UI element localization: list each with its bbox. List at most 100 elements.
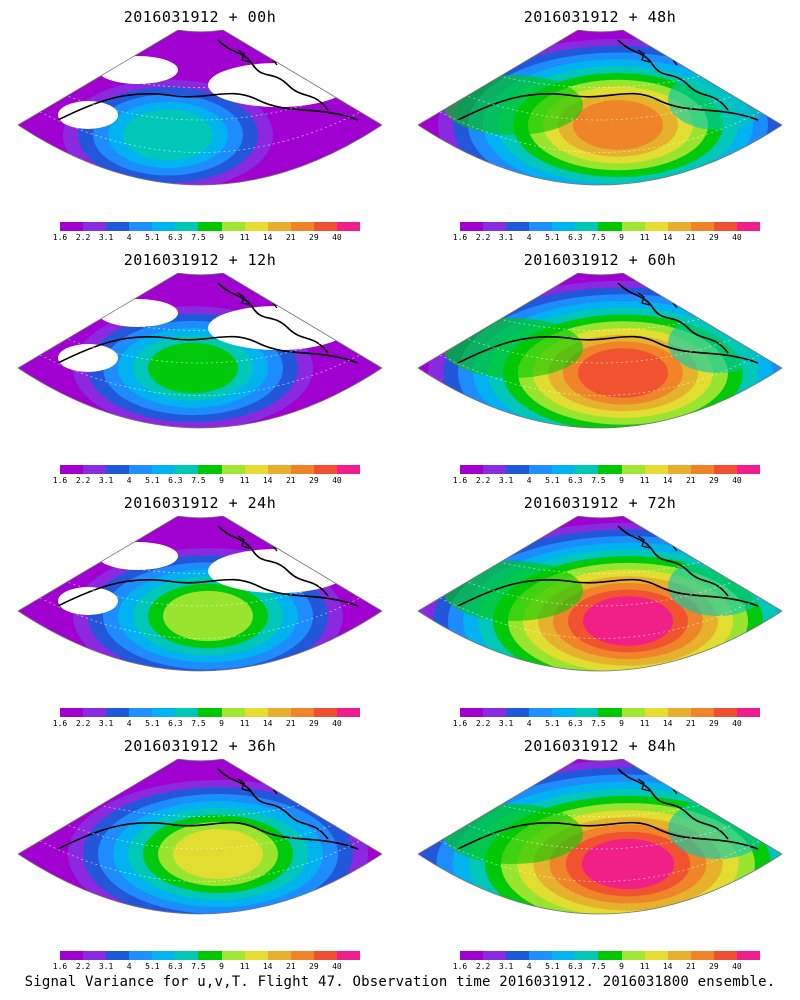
- colorbar-label: 4: [526, 476, 532, 485]
- variance-map: [418, 273, 782, 429]
- colorbar-swatch: [529, 465, 553, 474]
- colorbar-swatch: [575, 951, 599, 960]
- colorbar-swatch: [198, 951, 222, 960]
- colorbar-swatch: [198, 465, 222, 474]
- colorbar-label: 1.6: [452, 233, 468, 242]
- colorbar-label: 2.2: [475, 233, 491, 242]
- colorbar-swatch: [290, 465, 314, 474]
- panel-title: 2016031912 + 00h: [123, 8, 277, 26]
- colorbar-swatch: [175, 708, 199, 717]
- colorbar-swatch: [460, 708, 484, 717]
- colorbar-label: 9: [219, 962, 224, 971]
- colorbar-swatch: [690, 465, 714, 474]
- colorbar-label: 9: [219, 233, 224, 242]
- colorbar-label: 1.6: [52, 962, 68, 971]
- colorbar-label: 14: [662, 962, 673, 971]
- colorbar-swatch: [690, 222, 714, 231]
- colorbar-label: 40: [732, 962, 742, 971]
- colorbar: 1.6 2.2 3.1 4 5.1 6.3 7.5 9 11 14 21 29 40: [453, 465, 761, 489]
- colorbar-label: 11: [639, 962, 650, 971]
- colorbar-label: 29: [709, 962, 719, 971]
- panel-title: 2016031912 + 24h: [123, 494, 277, 512]
- colorbar-swatch: [483, 222, 507, 231]
- colorbar-swatch: [690, 708, 714, 717]
- colorbar-label: 6.3: [568, 719, 583, 728]
- colorbar-swatch: [736, 951, 761, 960]
- colorbar-label: 2.2: [475, 476, 491, 485]
- colorbar-label: 29: [309, 719, 319, 728]
- colorbar-label: 14: [262, 476, 273, 485]
- colorbar-label: 11: [239, 719, 250, 728]
- colorbar-label: 11: [639, 476, 650, 485]
- colorbar-label: 4: [526, 233, 532, 242]
- colorbar-swatch: [221, 222, 245, 231]
- colorbar-swatch: [644, 951, 668, 960]
- variance-map: [18, 30, 382, 186]
- colorbar-label: 21: [685, 476, 696, 485]
- colorbar-swatch: [336, 951, 361, 960]
- variance-map: [18, 516, 382, 672]
- figure-caption: Signal Variance for u,v,T. Flight 47. Ob…: [24, 974, 776, 990]
- colorbar-label: 5.1: [145, 962, 160, 971]
- colorbar-swatch: [713, 951, 737, 960]
- colorbar-label: 2.2: [75, 476, 91, 485]
- colorbar-label: 9: [619, 233, 624, 242]
- colorbar-swatch: [644, 708, 668, 717]
- colorbar-swatch: [175, 465, 199, 474]
- colorbar-swatch: [106, 465, 130, 474]
- colorbar-label: 5.1: [545, 233, 560, 242]
- colorbar-label: 7.5: [591, 719, 606, 728]
- colorbar-swatch: [552, 708, 576, 717]
- colorbar-swatch: [267, 708, 291, 717]
- colorbar-label: 6.3: [168, 233, 183, 242]
- colorbar-label: 6.3: [168, 719, 183, 728]
- colorbar-label: 14: [662, 233, 673, 242]
- colorbar-swatch: [598, 708, 622, 717]
- colorbar-swatch: [83, 951, 107, 960]
- colorbar-label: 40: [332, 476, 342, 485]
- colorbar-label: 29: [709, 476, 719, 485]
- colorbar-label: 29: [709, 233, 719, 242]
- colorbar-swatch: [506, 465, 530, 474]
- colorbar-swatch: [313, 708, 337, 717]
- colorbar-swatch: [713, 222, 737, 231]
- colorbar-label: 21: [285, 476, 296, 485]
- colorbar: 1.6 2.2 3.1 4 5.1 6.3 7.5 9 11 14 21 29 40: [453, 951, 761, 975]
- colorbar-label: 7.5: [191, 233, 206, 242]
- colorbar-swatch: [106, 951, 130, 960]
- colorbar-swatch: [736, 708, 761, 717]
- colorbar-label: 21: [685, 962, 696, 971]
- colorbar-label: 9: [219, 476, 224, 485]
- colorbar-swatch: [598, 951, 622, 960]
- colorbar-label: 11: [239, 476, 250, 485]
- colorbar-swatch: [221, 465, 245, 474]
- colorbar: 1.6 2.2 3.1 4 5.1 6.3 7.5 9 11 14 21 29 40: [53, 222, 361, 246]
- colorbar-label: 40: [332, 719, 342, 728]
- colorbar-swatch: [552, 465, 576, 474]
- colorbar-label: 40: [732, 233, 742, 242]
- colorbar-swatch: [221, 951, 245, 960]
- colorbar-label: 5.1: [145, 476, 160, 485]
- colorbar-swatch: [506, 951, 530, 960]
- colorbar-swatch: [506, 708, 530, 717]
- colorbar-label: 6.3: [168, 962, 183, 971]
- colorbar-swatch: [336, 708, 361, 717]
- colorbar-label: 3.1: [498, 233, 514, 242]
- colorbar-swatch: [621, 708, 645, 717]
- variance-map: [418, 759, 782, 915]
- colorbar-label: 3.1: [98, 233, 114, 242]
- colorbar-swatch: [129, 951, 153, 960]
- colorbar-label: 3.1: [498, 962, 514, 971]
- colorbar-swatch: [667, 951, 691, 960]
- colorbar-swatch: [644, 465, 668, 474]
- colorbar-label: 9: [219, 719, 224, 728]
- colorbar-swatch: [736, 465, 761, 474]
- colorbar-swatch: [483, 465, 507, 474]
- colorbar-label: 14: [662, 719, 673, 728]
- colorbar-swatch: [267, 951, 291, 960]
- colorbar-swatch: [529, 951, 553, 960]
- colorbar-label: 5.1: [545, 719, 560, 728]
- colorbar-swatch: [621, 465, 645, 474]
- colorbar-label: 21: [285, 962, 296, 971]
- colorbar-swatch: [290, 222, 314, 231]
